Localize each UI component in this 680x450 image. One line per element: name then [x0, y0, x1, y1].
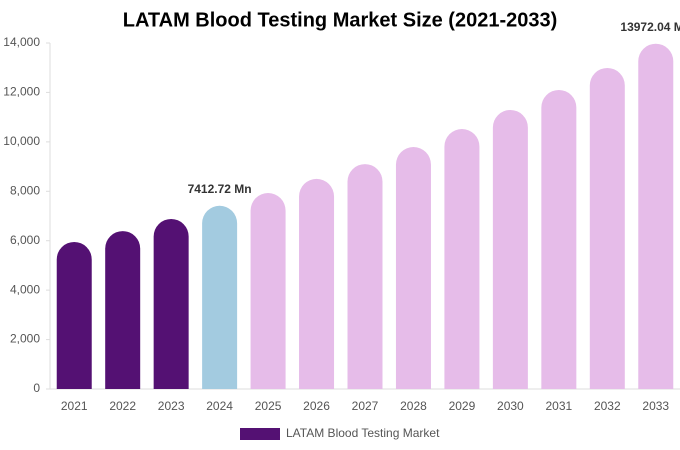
y-tick-label: 0 — [33, 381, 40, 395]
y-tick-label: 8,000 — [10, 183, 40, 197]
bar — [56, 241, 92, 389]
x-tick-label: 2031 — [545, 399, 572, 413]
data-label: 7412.72 Mn — [188, 182, 252, 196]
bar — [492, 109, 528, 389]
x-tick-label: 2021 — [61, 399, 88, 413]
bar — [444, 129, 480, 389]
x-tick-label: 2026 — [303, 399, 330, 413]
x-tick-label: 2032 — [594, 399, 621, 413]
x-tick-label: 2028 — [400, 399, 427, 413]
bar — [250, 193, 286, 389]
bar — [589, 67, 625, 389]
x-tick-label: 2025 — [255, 399, 282, 413]
bar — [395, 147, 431, 389]
bar — [541, 89, 577, 389]
bar — [638, 43, 674, 390]
y-tick-label: 2,000 — [10, 332, 40, 346]
x-tick-label: 2029 — [449, 399, 476, 413]
data-label: 13972.04 Mn — [620, 20, 680, 34]
y-tick-label: 6,000 — [10, 233, 40, 247]
bar — [153, 218, 189, 389]
bar — [202, 205, 238, 389]
y-tick-label: 14,000 — [3, 35, 40, 49]
x-tick-label: 2024 — [206, 399, 233, 413]
x-tick-label: 2022 — [109, 399, 136, 413]
x-tick-label: 2023 — [158, 399, 185, 413]
y-tick-label: 4,000 — [10, 282, 40, 296]
legend-swatch — [240, 428, 280, 440]
y-tick-label: 12,000 — [3, 85, 40, 99]
x-tick-label: 2027 — [352, 399, 379, 413]
legend-label: LATAM Blood Testing Market — [286, 426, 440, 440]
chart-title: LATAM Blood Testing Market Size (2021-20… — [123, 9, 558, 31]
x-tick-label: 2030 — [497, 399, 524, 413]
bar — [105, 231, 141, 389]
bar — [347, 164, 383, 389]
y-tick-label: 10,000 — [3, 134, 40, 148]
x-tick-label: 2033 — [642, 399, 669, 413]
bar — [299, 178, 335, 389]
